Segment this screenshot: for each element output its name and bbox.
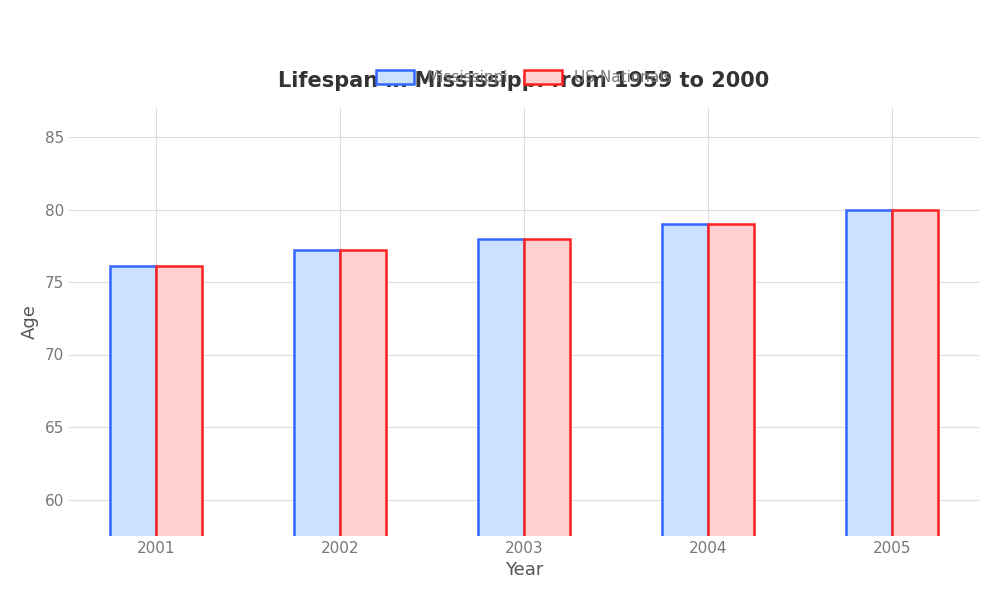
Legend: Mississippi, US Nationals: Mississippi, US Nationals	[370, 64, 678, 92]
Bar	[892, 209, 938, 600]
Bar	[524, 239, 570, 600]
Bar	[110, 266, 156, 600]
Bar	[478, 239, 524, 600]
Bar	[294, 250, 340, 600]
Bar	[708, 224, 754, 600]
Title: Lifespan in Mississippi from 1959 to 2000: Lifespan in Mississippi from 1959 to 200…	[278, 71, 770, 91]
X-axis label: Year: Year	[505, 561, 543, 579]
Bar	[846, 209, 892, 600]
Bar	[662, 224, 708, 600]
Y-axis label: Age: Age	[21, 304, 39, 340]
Bar	[340, 250, 386, 600]
Bar	[156, 266, 202, 600]
